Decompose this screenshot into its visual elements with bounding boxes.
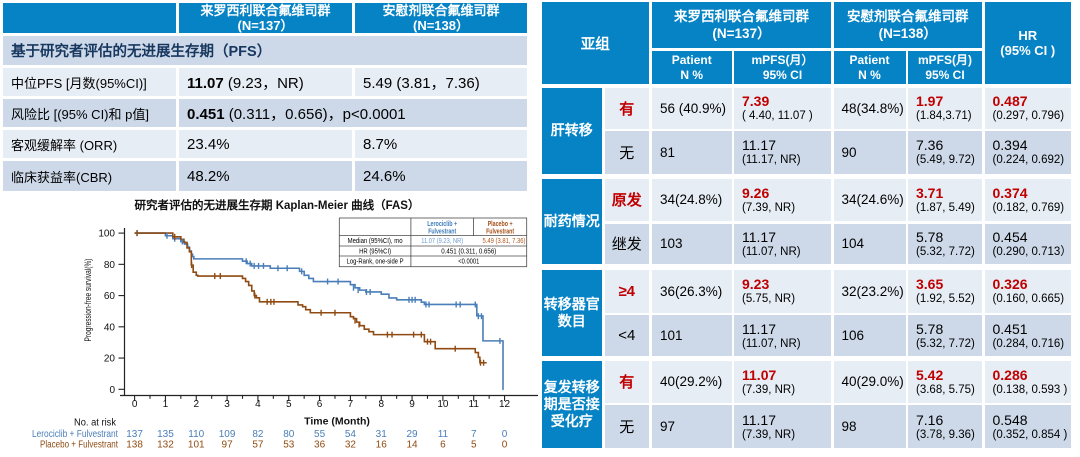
svg-text:1: 1 <box>163 399 169 410</box>
svg-text:100: 100 <box>98 229 115 240</box>
svg-text:101: 101 <box>188 440 205 451</box>
svg-text:20: 20 <box>104 354 116 365</box>
svg-text:4: 4 <box>255 399 261 410</box>
svg-text:10: 10 <box>437 399 449 410</box>
svg-text:9: 9 <box>409 399 415 410</box>
svg-text:54: 54 <box>345 429 357 440</box>
svg-text:29: 29 <box>407 429 419 440</box>
svg-text:5: 5 <box>471 440 477 451</box>
svg-text:55: 55 <box>314 429 326 440</box>
svg-text:14: 14 <box>407 440 419 451</box>
svg-text:0: 0 <box>132 399 138 410</box>
svg-text:Log-Rank, one-side P: Log-Rank, one-side P <box>347 257 404 266</box>
svg-text:82: 82 <box>252 429 264 440</box>
svg-text:No. at risk: No. at risk <box>74 418 117 429</box>
svg-text:Placebo +: Placebo + <box>488 219 513 228</box>
svg-text:5.49 (3.81, 7.36): 5.49 (3.81, 7.36) <box>483 236 526 245</box>
svg-text:研究者评估的无进展生存期 Kaplan-Meier 曲线（F: 研究者评估的无进展生存期 Kaplan-Meier 曲线（FAS） <box>135 198 420 212</box>
svg-text:8: 8 <box>378 399 384 410</box>
svg-text:132: 132 <box>157 440 174 451</box>
svg-text:110: 110 <box>188 429 204 440</box>
svg-text:<0.0001: <0.0001 <box>458 257 479 266</box>
svg-text:2: 2 <box>193 399 199 410</box>
svg-text:Fulvestrant: Fulvestrant <box>428 227 456 236</box>
svg-text:80: 80 <box>283 429 295 440</box>
svg-text:31: 31 <box>376 429 388 440</box>
svg-text:3: 3 <box>224 399 230 410</box>
svg-text:16: 16 <box>376 440 388 451</box>
svg-text:32: 32 <box>345 440 357 451</box>
svg-text:Progression-free survival(%): Progression-free survival(%) <box>83 259 94 342</box>
svg-text:11.07 (9.23, NR): 11.07 (9.23, NR) <box>421 236 463 245</box>
svg-text:36: 36 <box>314 440 326 451</box>
svg-text:137: 137 <box>126 429 143 440</box>
svg-text:97: 97 <box>222 440 234 451</box>
svg-text:7: 7 <box>348 399 354 410</box>
svg-text:57: 57 <box>252 440 264 451</box>
svg-text:0: 0 <box>502 429 508 440</box>
svg-text:11: 11 <box>469 399 480 410</box>
svg-text:Lerociclib + Fulvestrant: Lerociclib + Fulvestrant <box>32 429 118 440</box>
svg-text:Fulvestrant: Fulvestrant <box>486 227 514 236</box>
svg-text:0: 0 <box>109 385 115 396</box>
svg-text:109: 109 <box>219 429 236 440</box>
svg-text:11: 11 <box>438 429 449 440</box>
svg-text:0: 0 <box>502 440 508 451</box>
svg-text:53: 53 <box>283 440 295 451</box>
svg-text:40: 40 <box>104 322 116 333</box>
svg-text:6: 6 <box>440 440 446 451</box>
svg-text:7: 7 <box>471 429 477 440</box>
svg-text:12: 12 <box>499 399 511 410</box>
svg-text:138: 138 <box>126 440 143 451</box>
svg-text:Placebo + Fulvestrant: Placebo + Fulvestrant <box>40 440 118 451</box>
svg-text:Lerociclib +: Lerociclib + <box>427 219 457 228</box>
svg-text:Time (Month): Time (Month) <box>304 416 370 428</box>
svg-text:60: 60 <box>104 291 116 302</box>
svg-text:0.451 (0.311, 0.656): 0.451 (0.311, 0.656) <box>441 246 496 255</box>
svg-text:80: 80 <box>104 260 116 271</box>
svg-text:Median (95%CI), mo: Median (95%CI), mo <box>348 236 403 245</box>
svg-text:6: 6 <box>317 399 323 410</box>
svg-text:HR (95%CI): HR (95%CI) <box>359 246 391 255</box>
svg-text:135: 135 <box>157 429 174 440</box>
svg-text:5: 5 <box>286 399 292 410</box>
